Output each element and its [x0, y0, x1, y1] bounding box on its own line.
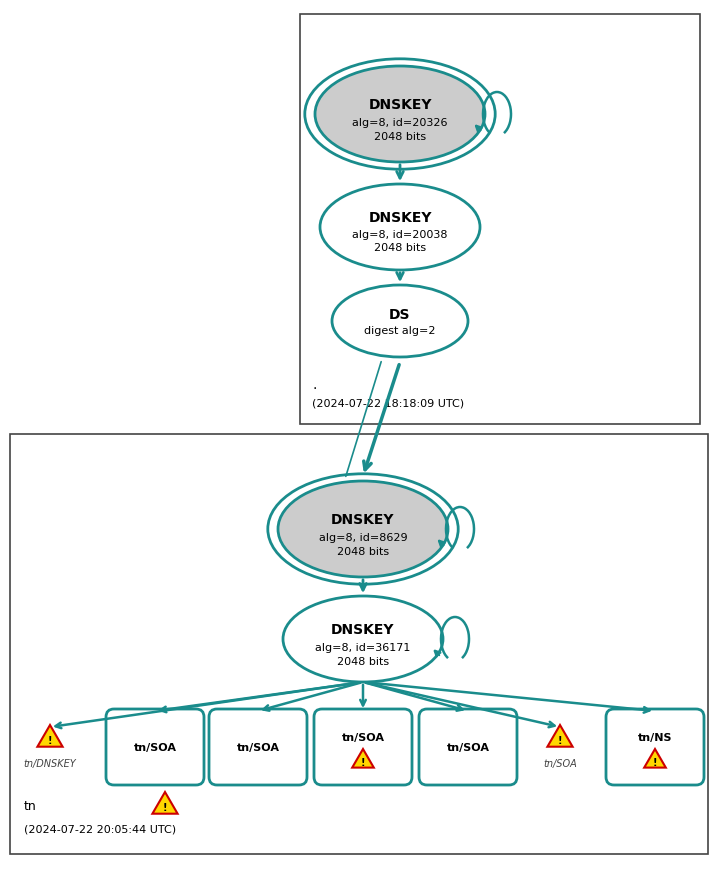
- FancyBboxPatch shape: [209, 709, 307, 785]
- Text: 2048 bits: 2048 bits: [337, 546, 389, 556]
- FancyBboxPatch shape: [419, 709, 517, 785]
- Text: 2048 bits: 2048 bits: [337, 656, 389, 667]
- Text: tn/SOA: tn/SOA: [237, 742, 280, 752]
- Text: alg=8, id=20326: alg=8, id=20326: [352, 118, 448, 128]
- Text: !: !: [47, 736, 52, 745]
- Text: tn/SOA: tn/SOA: [543, 758, 577, 768]
- FancyBboxPatch shape: [106, 709, 204, 785]
- Text: DNSKEY: DNSKEY: [368, 210, 431, 225]
- Ellipse shape: [283, 596, 443, 682]
- Text: tn/DNSKEY: tn/DNSKEY: [24, 758, 76, 768]
- FancyBboxPatch shape: [606, 709, 704, 785]
- Text: .: .: [312, 378, 316, 391]
- FancyBboxPatch shape: [300, 15, 700, 424]
- Text: DNSKEY: DNSKEY: [368, 98, 431, 112]
- Text: tn: tn: [24, 800, 37, 813]
- Text: tn/NS: tn/NS: [638, 732, 672, 742]
- Ellipse shape: [320, 185, 480, 271]
- Text: tn/SOA: tn/SOA: [446, 742, 490, 752]
- Text: DNSKEY: DNSKEY: [331, 512, 395, 526]
- Ellipse shape: [332, 286, 468, 358]
- Text: digest alg=2: digest alg=2: [365, 325, 436, 336]
- Text: !: !: [653, 758, 657, 767]
- Text: 2048 bits: 2048 bits: [374, 132, 426, 142]
- Text: (2024-07-22 18:18:09 UTC): (2024-07-22 18:18:09 UTC): [312, 397, 464, 408]
- Text: alg=8, id=36171: alg=8, id=36171: [316, 642, 411, 652]
- Text: alg=8, id=8629: alg=8, id=8629: [319, 532, 407, 542]
- Text: DNSKEY: DNSKEY: [331, 623, 395, 637]
- Polygon shape: [352, 749, 374, 767]
- Text: !: !: [361, 758, 365, 767]
- Polygon shape: [152, 792, 178, 814]
- Polygon shape: [37, 725, 63, 747]
- Polygon shape: [547, 725, 572, 747]
- Text: DS: DS: [389, 308, 411, 322]
- FancyBboxPatch shape: [314, 709, 412, 785]
- Text: (2024-07-22 20:05:44 UTC): (2024-07-22 20:05:44 UTC): [24, 823, 176, 833]
- Text: !: !: [558, 736, 562, 745]
- Text: alg=8, id=20038: alg=8, id=20038: [352, 230, 448, 239]
- Ellipse shape: [278, 481, 448, 577]
- Text: 2048 bits: 2048 bits: [374, 243, 426, 253]
- Text: !: !: [162, 802, 168, 812]
- Text: tn/SOA: tn/SOA: [134, 742, 176, 752]
- Polygon shape: [644, 749, 666, 767]
- Ellipse shape: [315, 67, 485, 163]
- FancyBboxPatch shape: [10, 434, 708, 854]
- Text: tn/SOA: tn/SOA: [342, 732, 385, 742]
